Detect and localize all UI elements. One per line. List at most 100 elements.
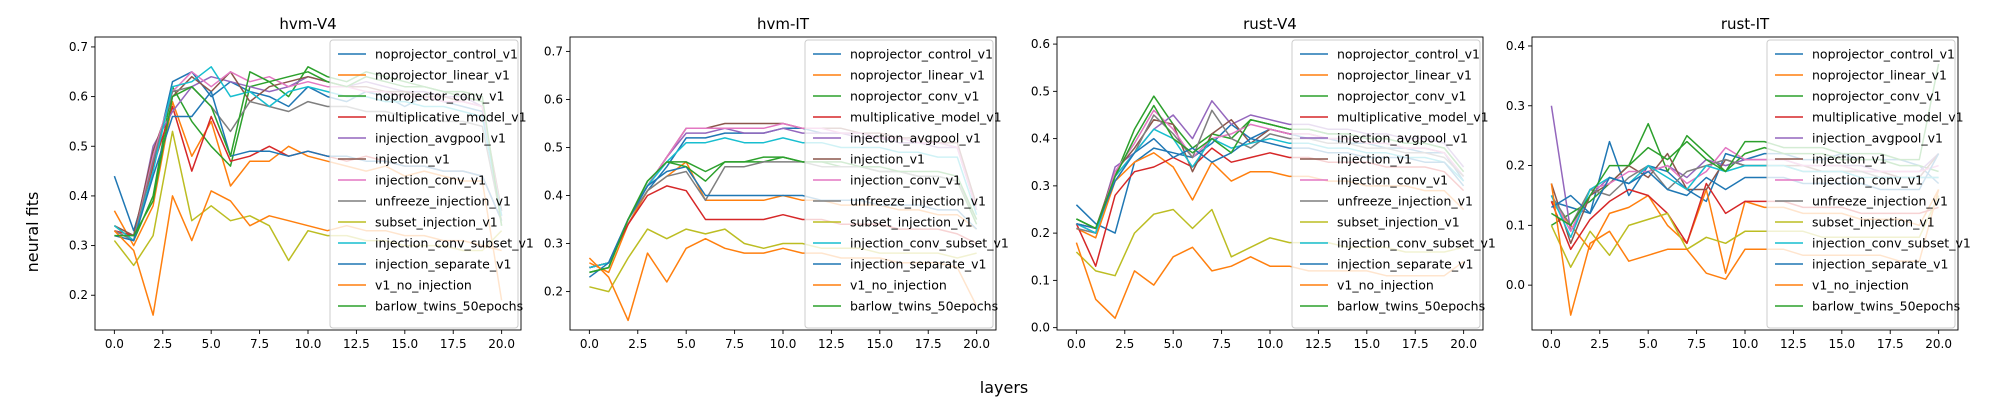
x-tick-label: 5.0 <box>202 337 221 351</box>
x-tick-label: 10.0 <box>295 337 322 351</box>
legend-label: injection_v1 <box>1337 152 1412 167</box>
y-tick-label: 0.2 <box>544 285 563 299</box>
legend: noprojector_control_v1 noprojector_linear… <box>1291 39 1496 329</box>
y-tick-label: 0.0 <box>1031 321 1050 335</box>
x-tick-label: 12.5 <box>1780 337 1807 351</box>
x-tick-label: 20.0 <box>1450 337 1477 351</box>
legend-label: noprojector_control_v1 <box>1812 47 1955 62</box>
x-tick-label: 17.5 <box>1877 337 1904 351</box>
legend-label: noprojector_conv_v1 <box>375 89 504 104</box>
x-tick-label: 10.0 <box>1257 337 1284 351</box>
legend-label: multiplicative_model_v1 <box>850 110 1002 125</box>
x-tick-label: 0.0 <box>105 337 124 351</box>
legend-label: noprojector_linear_v1 <box>375 68 510 83</box>
subplot-title: hvm-IT <box>757 15 810 33</box>
y-tick-label: 0.5 <box>544 140 563 154</box>
legend-label: v1_no_injection <box>375 278 472 293</box>
legend-label: injection_conv_v1 <box>1812 173 1923 188</box>
legend-box <box>1766 39 1956 329</box>
x-tick-label: 0.0 <box>580 337 599 351</box>
legend-label: noprojector_conv_v1 <box>850 89 979 104</box>
x-tick-label: 17.5 <box>440 337 467 351</box>
y-tick-label: 0.7 <box>69 40 88 54</box>
legend-label: noprojector_conv_v1 <box>1337 89 1466 104</box>
legend-label: barlow_twins_50epochs <box>1337 299 1485 314</box>
x-tick-label: 15.0 <box>1353 337 1380 351</box>
x-tick-label: 20.0 <box>488 337 515 351</box>
y-tick-label: 0.4 <box>544 189 563 203</box>
x-tick-label: 7.5 <box>1687 337 1706 351</box>
y-tick-label: 0.5 <box>1031 84 1050 98</box>
x-tick-label: 12.5 <box>818 337 845 351</box>
legend-label: injection_conv_v1 <box>375 173 486 188</box>
legend-label: subset_injection_v1 <box>1812 215 1935 230</box>
legend-label: multiplicative_model_v1 <box>375 110 527 125</box>
legend-label: injection_conv_subset_v1 <box>1337 236 1496 251</box>
y-tick-label: 0.2 <box>1506 159 1525 173</box>
legend-label: injection_conv_v1 <box>1337 173 1448 188</box>
legend-label: injection_v1 <box>1812 152 1887 167</box>
legend-label: subset_injection_v1 <box>375 215 498 230</box>
legend-label: noprojector_conv_v1 <box>1812 89 1941 104</box>
legend-label: injection_conv_v1 <box>850 173 961 188</box>
y-tick-label: 0.0 <box>1506 278 1525 292</box>
legend-label: v1_no_injection <box>1337 278 1434 293</box>
legend-label: injection_separate_v1 <box>375 257 511 272</box>
y-tick-label: 0.3 <box>1031 179 1050 193</box>
legend-label: noprojector_linear_v1 <box>850 68 985 83</box>
subplot-title: rust-V4 <box>1243 15 1297 33</box>
x-axis-label: layers <box>980 378 1028 397</box>
subplot-3: rust-IT 0.0 2.5 5.0 7.5 10.0 12.5 15.0 17.5 20.0 0… <box>1506 15 1971 351</box>
x-tick-label: 10.0 <box>1732 337 1759 351</box>
y-tick-label: 0.4 <box>1506 39 1525 53</box>
x-tick-label: 2.5 <box>1590 337 1609 351</box>
legend-label: subset_injection_v1 <box>850 215 973 230</box>
x-tick-label: 0.0 <box>1067 337 1086 351</box>
legend-label: injection_avgpool_v1 <box>1812 131 1943 146</box>
legend-label: noprojector_control_v1 <box>850 47 993 62</box>
legend-label: unfreeze_injection_v1 <box>1812 194 1948 209</box>
y-tick-label: 0.1 <box>1031 273 1050 287</box>
x-tick-label: 2.5 <box>153 337 172 351</box>
legend-label: unfreeze_injection_v1 <box>1337 194 1473 209</box>
x-tick-label: 20.0 <box>1925 337 1952 351</box>
x-tick-label: 17.5 <box>1402 337 1429 351</box>
legend-label: injection_conv_subset_v1 <box>1812 236 1971 251</box>
legend-label: injection_conv_subset_v1 <box>850 236 1009 251</box>
legend-label: barlow_twins_50epochs <box>1812 299 1960 314</box>
legend-label: barlow_twins_50epochs <box>850 299 998 314</box>
legend-label: injection_v1 <box>850 152 925 167</box>
legend-label: injection_avgpool_v1 <box>850 131 981 146</box>
x-tick-label: 20.0 <box>963 337 990 351</box>
x-tick-label: 7.5 <box>1212 337 1231 351</box>
legend-label: noprojector_control_v1 <box>375 47 518 62</box>
legend-label: noprojector_control_v1 <box>1337 47 1480 62</box>
subplot-1: hvm-IT 0.0 2.5 5.0 7.5 10.0 12.5 15.0 17.5 20.0 0.… <box>544 15 1009 351</box>
legend-box <box>1291 39 1481 329</box>
legend: noprojector_control_v1 noprojector_linear… <box>329 39 534 329</box>
legend-label: v1_no_injection <box>1812 278 1909 293</box>
y-tick-label: 0.2 <box>1031 226 1050 240</box>
x-tick-label: 15.0 <box>866 337 893 351</box>
y-tick-label: 0.1 <box>1506 218 1525 232</box>
legend: noprojector_control_v1 noprojector_linear… <box>804 39 1009 329</box>
subplot-0: hvm-V4 0.0 2.5 5.0 7.5 10.0 12.5 15.0 17.5 20.0 0.… <box>69 15 534 351</box>
y-tick-label: 0.6 <box>1031 37 1050 51</box>
y-tick-label: 0.3 <box>1506 99 1525 113</box>
legend-label: subset_injection_v1 <box>1337 215 1460 230</box>
x-tick-label: 15.0 <box>391 337 418 351</box>
legend-label: multiplicative_model_v1 <box>1337 110 1489 125</box>
x-tick-label: 15.0 <box>1828 337 1855 351</box>
legend-label: unfreeze_injection_v1 <box>375 194 511 209</box>
y-tick-label: 0.3 <box>69 239 88 253</box>
subplot-title: hvm-V4 <box>279 15 336 33</box>
x-tick-label: 17.5 <box>915 337 942 351</box>
y-tick-label: 0.4 <box>1031 132 1050 146</box>
x-tick-label: 2.5 <box>628 337 647 351</box>
x-tick-label: 5.0 <box>1164 337 1183 351</box>
legend-label: unfreeze_injection_v1 <box>850 194 986 209</box>
y-tick-label: 0.2 <box>69 288 88 302</box>
x-tick-label: 5.0 <box>1639 337 1658 351</box>
y-tick-label: 0.6 <box>544 92 563 106</box>
